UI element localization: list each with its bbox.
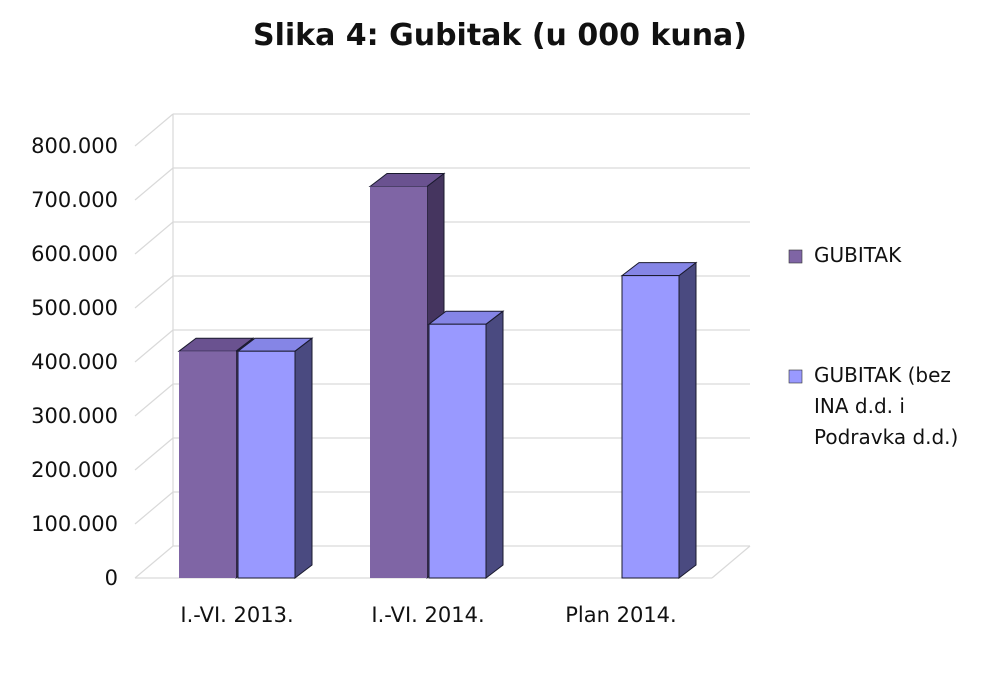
floor-side-edge xyxy=(711,545,751,579)
gridline xyxy=(134,437,174,471)
x-tick-label: I.-VI. 2014. xyxy=(371,603,484,627)
legend-label: Podravka d.d.) xyxy=(814,425,958,449)
y-axis-ticks: 0 100.000 200.000 300.000 400.000 500.000 600.… xyxy=(31,134,118,590)
legend: GUBITAK GUBITAK (bez INA d.d. i Podravka d.… xyxy=(788,243,958,449)
bar xyxy=(621,275,680,579)
chart-title: Slika 4: Gubitak (u 000 kuna) xyxy=(252,18,748,53)
y-tick-label: 700.000 xyxy=(31,188,118,212)
gridline xyxy=(134,221,174,255)
gridline xyxy=(134,113,174,147)
legend-label: GUBITAK xyxy=(814,243,902,267)
y-tick-label: 800.000 xyxy=(31,134,118,158)
gridline xyxy=(134,545,174,579)
y-tick-label: 500.000 xyxy=(31,296,118,320)
gridline xyxy=(134,275,174,309)
bar-side-face xyxy=(678,261,697,580)
legend-label: INA d.d. i xyxy=(814,394,905,418)
y-tick-label: 400.000 xyxy=(31,350,118,374)
gridline xyxy=(134,329,174,363)
bar-side-face xyxy=(485,310,504,580)
legend-label: GUBITAK (bez xyxy=(814,363,951,387)
gridline xyxy=(134,383,174,417)
bar xyxy=(428,323,487,579)
gridline xyxy=(134,491,174,525)
bar xyxy=(370,186,427,578)
bar-side-face xyxy=(294,337,313,580)
x-tick-label: I.-VI. 2013. xyxy=(180,603,293,627)
legend-swatch xyxy=(788,249,803,264)
bar xyxy=(237,350,296,579)
y-tick-label: 0 xyxy=(105,566,118,590)
x-tick-label: Plan 2014. xyxy=(565,603,676,627)
y-tick-label: 200.000 xyxy=(31,458,118,482)
y-tick-label: 600.000 xyxy=(31,242,118,266)
x-axis-ticks: I.-VI. 2013. I.-VI. 2014. Plan 2014. xyxy=(180,603,676,627)
y-tick-label: 100.000 xyxy=(31,512,118,536)
y-tick-label: 300.000 xyxy=(31,404,118,428)
bar xyxy=(179,351,236,578)
gridline xyxy=(134,167,174,201)
legend-swatch xyxy=(788,369,803,384)
bars xyxy=(177,172,698,580)
